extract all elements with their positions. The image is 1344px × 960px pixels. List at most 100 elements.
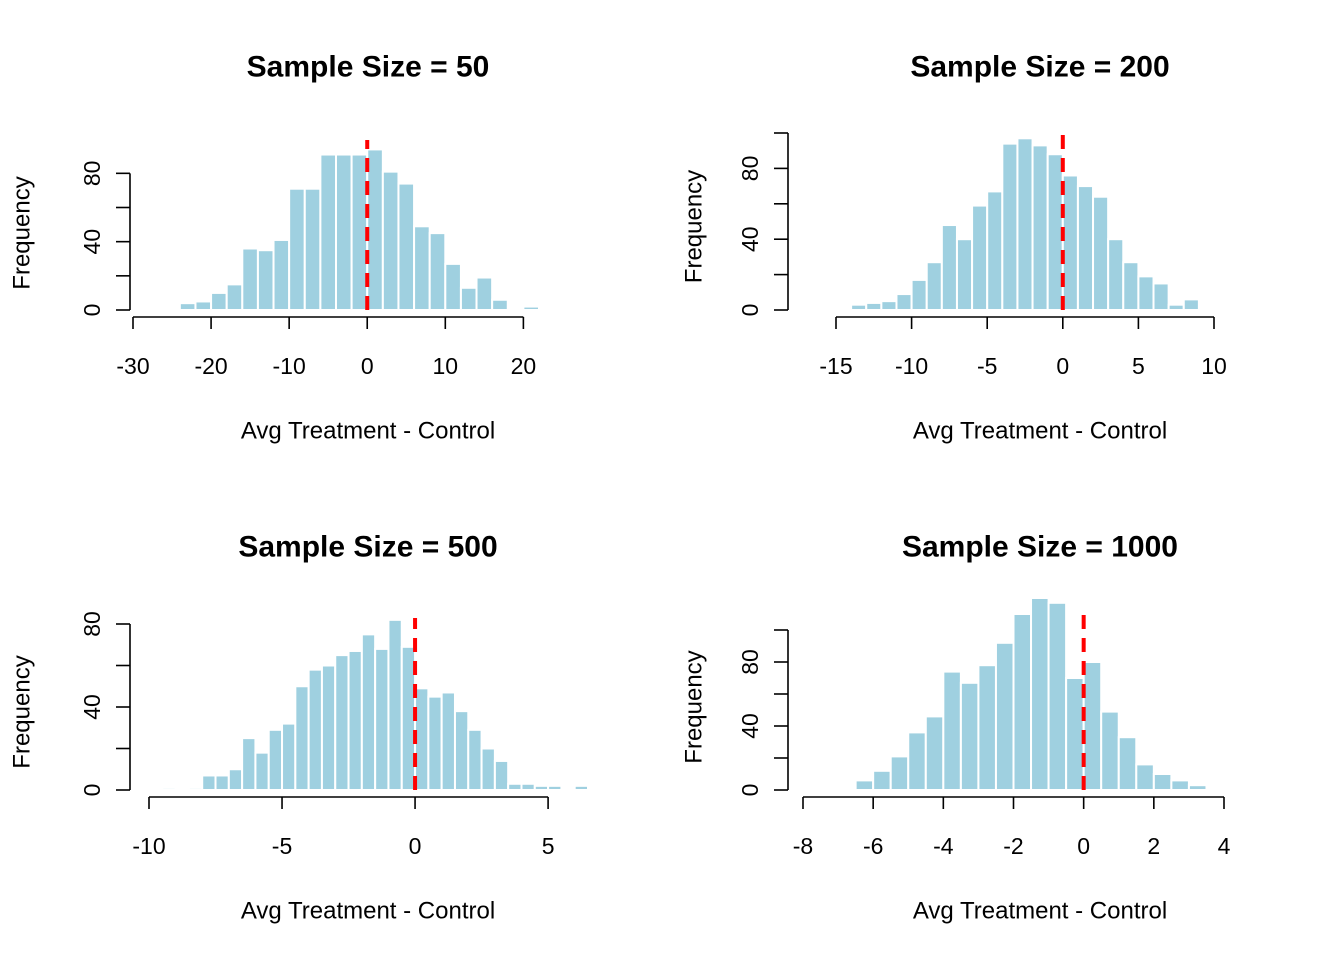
histogram-bar (374, 647, 390, 792)
histogram-bar (1046, 153, 1064, 311)
histogram-bar (241, 247, 259, 311)
histogram-bar (924, 715, 945, 792)
histogram-bar (1092, 195, 1110, 311)
chart-title: Sample Size = 1000 (902, 531, 1178, 564)
x-tick-label: -6 (863, 833, 883, 859)
x-tick-label: -15 (819, 353, 852, 379)
histogram-bar (256, 249, 275, 311)
histogram-bar (1122, 261, 1140, 311)
histogram-bar (178, 302, 197, 311)
chart-title: Sample Size = 500 (238, 531, 497, 564)
x-tick-label: 5 (542, 833, 555, 859)
histogram-bar (1082, 661, 1103, 791)
histogram-bar (1152, 282, 1170, 312)
histogram-bar (475, 276, 494, 311)
histogram-bar (1047, 601, 1068, 791)
y-tick-label: 40 (737, 713, 763, 739)
histogram-bar (194, 300, 213, 312)
histogram-bar (225, 283, 244, 311)
histogram-bar (994, 641, 1015, 791)
histogram-bar (850, 303, 868, 312)
histogram-bar (520, 782, 536, 792)
histogram-bar (940, 224, 958, 311)
histogram-bar (533, 784, 550, 791)
histogram-bar (895, 293, 913, 312)
x-axis-label: Avg Treatment - Control (241, 898, 495, 925)
histogram-bar (307, 668, 323, 792)
y-axis-label: Frequency (9, 176, 36, 289)
histogram-bar (459, 286, 478, 311)
histogram-bar (573, 784, 589, 791)
x-axis-label: Avg Treatment - Control (913, 418, 1167, 445)
histogram-bar (955, 238, 974, 311)
histogram-bar (491, 298, 509, 311)
histogram-bar (187, 786, 204, 791)
y-tick-label: 0 (79, 304, 105, 317)
x-tick-label: -30 (116, 353, 149, 379)
y-tick-label: 0 (79, 784, 105, 797)
histogram-bar (986, 190, 1004, 311)
histogram-bar (319, 153, 337, 311)
histogram-bar (889, 755, 910, 792)
y-tick-label: 0 (737, 304, 763, 317)
histogram-bar (413, 225, 431, 312)
x-tick-label: 0 (1056, 353, 1069, 379)
histogram-panel: -15 -10 -5 0 5 10 0 40 80 Sample Size = 200 Avg Tr… (681, 51, 1227, 445)
histogram-bar (1001, 142, 1019, 311)
histogram-bar (201, 774, 217, 791)
histogram-bar (959, 681, 980, 791)
histogram-bar (214, 774, 230, 791)
histogram-bar (334, 654, 350, 791)
histogram-bar (522, 305, 541, 312)
histogram-bar (350, 153, 369, 311)
histogram-bar (387, 618, 403, 791)
histogram-bar (366, 148, 384, 311)
histogram-bar (1061, 174, 1079, 311)
x-tick-label: -4 (933, 833, 954, 859)
x-tick-label: 20 (511, 353, 537, 379)
histogram-bar (942, 670, 962, 791)
histogram-bar (1170, 779, 1190, 792)
histogram-bar (381, 170, 400, 311)
histogram-bar (147, 307, 166, 311)
x-tick-label: 10 (433, 353, 459, 379)
histogram-bar (971, 204, 989, 312)
histogram-bar (907, 731, 927, 792)
histogram-bar (1152, 773, 1173, 791)
histogram-bar (467, 728, 483, 792)
histogram-bar (272, 238, 291, 311)
histogram-bar (254, 751, 270, 792)
histogram-bar (347, 649, 363, 791)
x-tick-label: -10 (132, 833, 165, 859)
histogram-bar (872, 769, 892, 791)
histogram-bar (1100, 710, 1120, 791)
histogram-bar (267, 728, 284, 792)
y-tick-label: 40 (737, 226, 763, 252)
histogram-bar (480, 747, 496, 791)
x-tick-label: 2 (1147, 833, 1160, 859)
histogram-bar (837, 787, 857, 792)
histogram-bar (210, 291, 228, 311)
y-axis-label: Frequency (681, 170, 708, 283)
histogram-bar (1117, 736, 1138, 792)
histogram-bar (1137, 275, 1155, 311)
histogram-bar (281, 722, 297, 791)
histogram-bar (360, 633, 377, 791)
histogram-bar (880, 300, 898, 311)
histogram-bar (1076, 185, 1095, 312)
x-tick-label: -5 (977, 353, 997, 379)
histogram-bar (320, 664, 337, 791)
histogram-bar (1107, 238, 1125, 311)
histogram-bar (335, 153, 353, 311)
histogram-bar (303, 187, 322, 311)
histogram-bar (493, 759, 510, 792)
histogram-bar (428, 232, 447, 311)
histogram-bar (453, 710, 470, 792)
histogram-bar (161, 786, 177, 791)
histogram-panel: -10 -5 0 5 0 40 80 Sample Size = 500 Avg Treatme… (9, 531, 589, 925)
histogram-panel: -30 -20 -10 0 10 20 0 40 80 Sample Size = 50 Avg T… (9, 51, 541, 445)
x-tick-label: 10 (1201, 353, 1227, 379)
y-tick-label: 80 (79, 161, 105, 187)
